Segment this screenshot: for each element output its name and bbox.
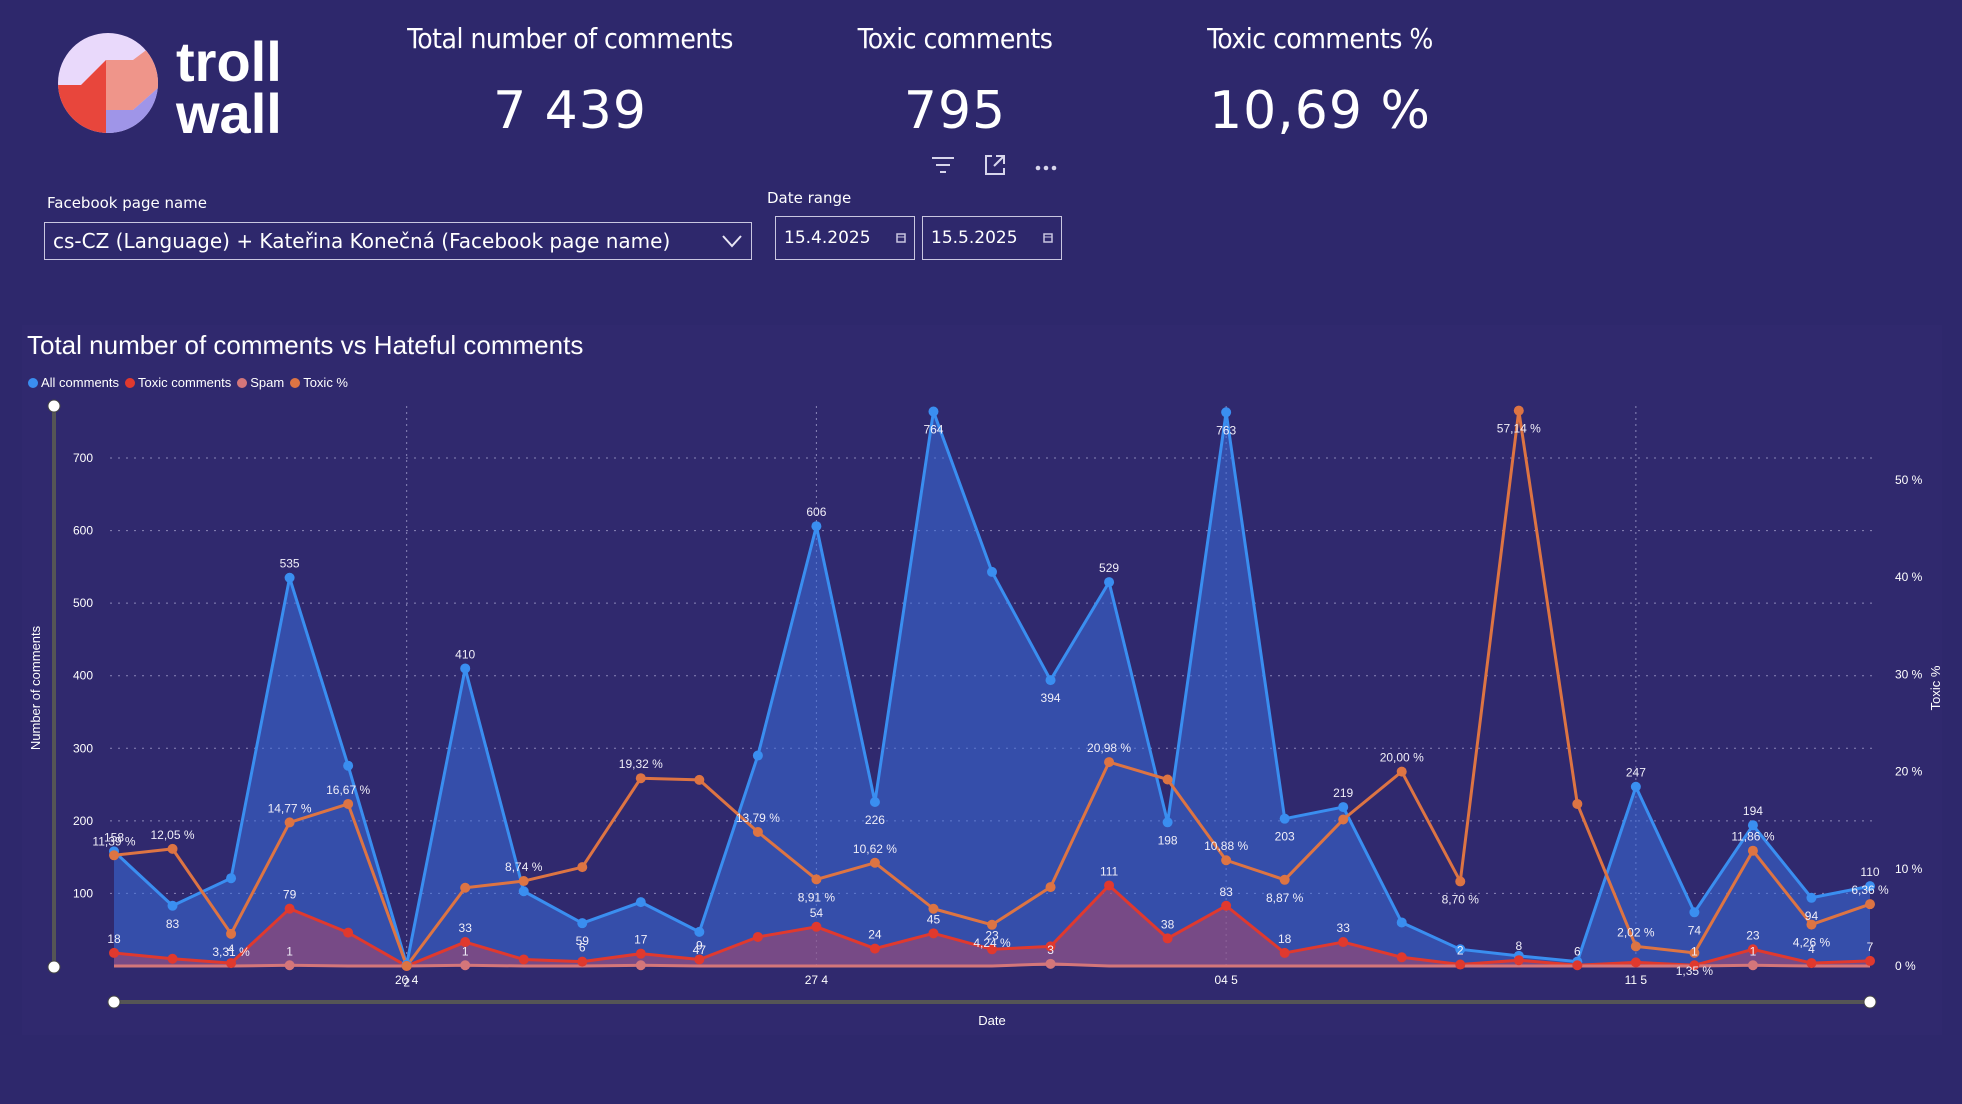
legend-label: Toxic % bbox=[303, 375, 348, 390]
page-name-dropdown[interactable]: cs-CZ (Language) + Kateřina Konečná (Fac… bbox=[44, 222, 752, 260]
legend-dot bbox=[28, 377, 38, 388]
legend-dot bbox=[125, 377, 136, 388]
legend-label: All comments bbox=[41, 375, 120, 390]
legend-label: Spam bbox=[250, 375, 285, 390]
filter-icon[interactable] bbox=[930, 154, 956, 180]
kpi-value: 10,69 % bbox=[1209, 81, 1431, 141]
brand-line1: troll bbox=[176, 33, 282, 93]
legend-item-spam[interactable]: Spam bbox=[237, 375, 284, 390]
page-name-value: cs-CZ (Language) + Kateřina Konečná (Fac… bbox=[53, 229, 671, 253]
legend-item-toxic[interactable]: Toxic comments bbox=[125, 375, 231, 390]
kpi-value: 7 439 bbox=[493, 81, 647, 141]
more-options-icon[interactable] bbox=[1034, 158, 1058, 177]
legend-dot bbox=[237, 377, 248, 388]
kpi-value: 795 bbox=[903, 81, 1007, 141]
logo-mark-icon: troll wall bbox=[58, 30, 282, 145]
kpi-total-comments: Total number of comments 7 439 bbox=[380, 22, 760, 141]
kpi-title: Total number of comments bbox=[407, 22, 733, 55]
chart-panel bbox=[22, 325, 1942, 1035]
date-to-value: 15.5.2025 bbox=[931, 228, 1018, 248]
brand-line2: wall bbox=[175, 82, 282, 138]
legend-label: Toxic comments bbox=[138, 375, 232, 390]
legend-item-all[interactable]: All comments bbox=[28, 375, 119, 390]
date-to-input[interactable]: 15.5.2025 bbox=[922, 216, 1062, 260]
page-slicer-label: Facebook page name bbox=[47, 194, 208, 212]
calendar-icon[interactable] bbox=[1043, 228, 1053, 248]
date-range-label: Date range bbox=[767, 189, 852, 207]
legend-dot bbox=[290, 377, 301, 388]
focus-mode-icon[interactable] bbox=[982, 152, 1008, 182]
kpi-toxic-percent: Toxic comments % 10,69 % bbox=[1170, 22, 1470, 141]
kpi-title: Toxic comments bbox=[857, 22, 1053, 55]
trollwall-logo: troll wall bbox=[58, 30, 318, 145]
chevron-down-icon[interactable] bbox=[721, 229, 743, 253]
visual-header bbox=[930, 152, 1058, 182]
chart-legend: All comments Toxic comments Spam Toxic % bbox=[28, 375, 348, 390]
date-from-value: 15.4.2025 bbox=[784, 228, 871, 248]
chart-title: Total number of comments vs Hateful comm… bbox=[27, 330, 584, 360]
kpi-toxic-comments: Toxic comments 795 bbox=[820, 22, 1090, 141]
kpi-title: Toxic comments % bbox=[1207, 22, 1433, 55]
date-from-input[interactable]: 15.4.2025 bbox=[775, 216, 915, 260]
calendar-icon[interactable] bbox=[896, 228, 906, 248]
legend-item-toxic-pct[interactable]: Toxic % bbox=[290, 375, 348, 390]
